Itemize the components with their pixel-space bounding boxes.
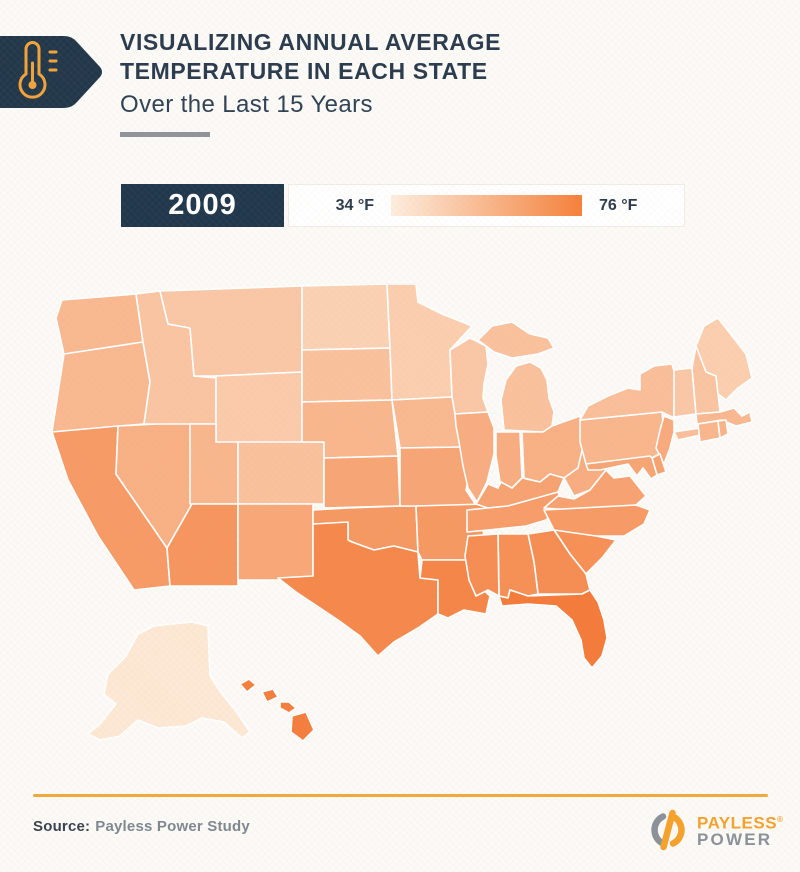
thermometer-icon	[18, 41, 58, 99]
payless-power-logo-icon	[651, 809, 685, 851]
legend-gradient-bar	[391, 195, 582, 216]
state-colorado	[237, 441, 325, 505]
page-subtitle: Over the Last 15 Years	[120, 91, 373, 118]
logo-brand-power: POWER	[697, 829, 773, 849]
state-south-dakota	[301, 347, 393, 403]
state-maryland	[585, 455, 658, 480]
payless-power-logo: PAYLESS® POWER	[646, 808, 783, 852]
header-badge-shape	[0, 36, 102, 108]
state-rhode-island	[717, 419, 729, 439]
payless-power-logo-text: PAYLESS® POWER	[697, 812, 783, 848]
state-oregon	[51, 341, 151, 433]
temperature-legend: 34 °F 76 °F	[288, 184, 685, 227]
state-arizona	[166, 503, 239, 587]
state-mississippi	[464, 533, 500, 597]
year-label: 2009	[168, 189, 237, 221]
logo-brand-payless: PAYLESS®	[697, 813, 784, 833]
legend-min-label: 34 °F	[335, 196, 374, 214]
state-wyoming	[215, 371, 303, 445]
state-kansas	[323, 455, 401, 509]
title-block: VISUALIZING ANNUAL AVERAGE TEMPERATURE I…	[120, 28, 680, 119]
title-underline	[120, 132, 210, 137]
page-title-line2: TEMPERATURE IN EACH STATE	[120, 58, 488, 84]
page-title-line1: VISUALIZING ANNUAL AVERAGE	[120, 29, 502, 55]
state-hawaii	[239, 678, 315, 742]
year-badge: 2009	[121, 184, 284, 227]
state-north-dakota	[301, 284, 391, 351]
state-maine	[695, 317, 753, 401]
footer-divider	[33, 794, 768, 797]
us-temperature-map	[51, 284, 753, 742]
legend-max-label: 76 °F	[599, 196, 638, 214]
header-badge	[0, 36, 104, 108]
source-text: Payless Power Study	[95, 818, 250, 835]
source-line: Source: Payless Power Study	[33, 818, 250, 835]
state-new-mexico	[237, 503, 314, 581]
state-alaska	[87, 621, 251, 741]
state-new-jersey	[655, 415, 675, 465]
state-connecticut	[697, 420, 721, 443]
source-label: Source:	[33, 818, 91, 835]
state-texas	[277, 521, 439, 657]
state-wisconsin	[449, 337, 489, 415]
state-pennsylvania	[579, 411, 667, 465]
state-indiana	[495, 431, 523, 489]
registered-mark: ®	[777, 815, 784, 825]
state-florida	[498, 589, 608, 669]
